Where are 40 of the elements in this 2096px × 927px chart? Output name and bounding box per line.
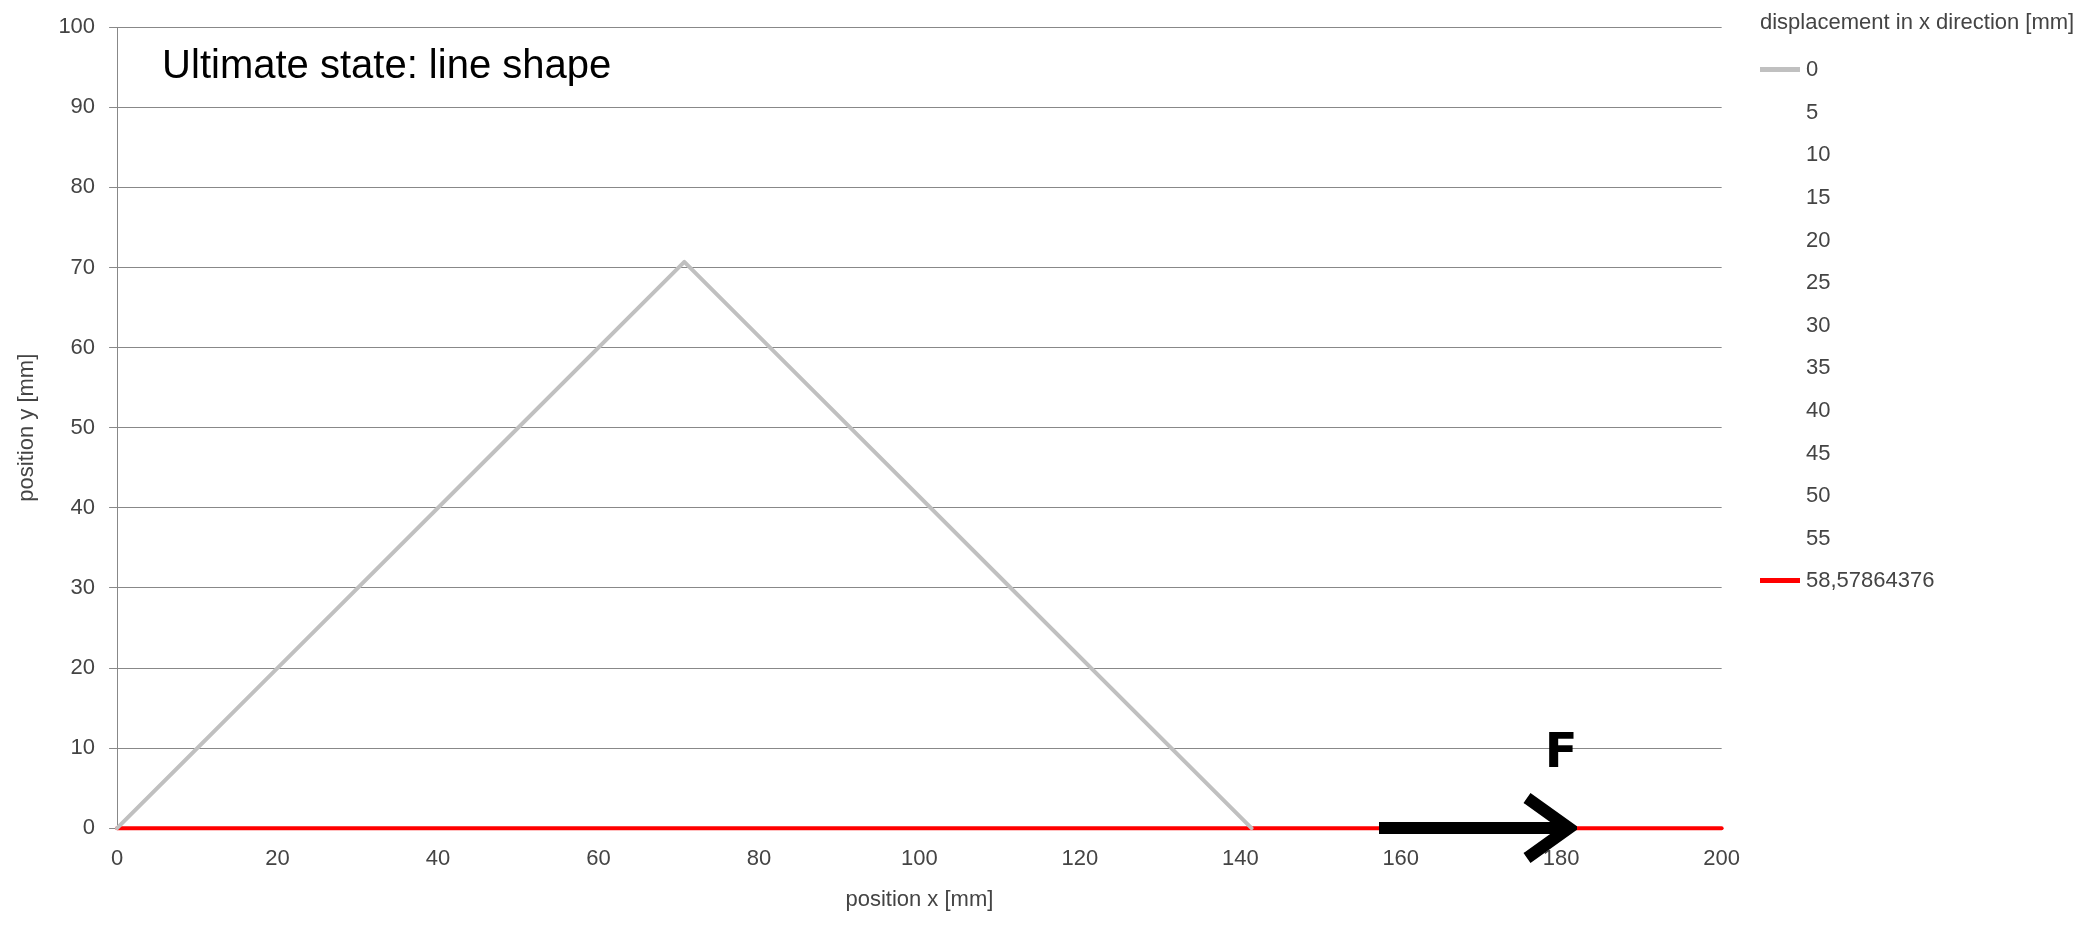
y-tick-label: 40	[70, 493, 96, 519]
text: 40	[1806, 397, 1831, 424]
text: 20	[1806, 226, 1831, 253]
y-tick-label: 20	[70, 654, 96, 680]
x-axis-title: position x [mm]	[845, 885, 994, 911]
text: 30	[1806, 311, 1831, 338]
x-tick-label: 40	[425, 845, 451, 871]
annotation: F	[1544, 721, 1578, 778]
y-tick-label: 80	[70, 173, 96, 199]
x-tick-label: 60	[586, 845, 611, 871]
x-tick-label: 80	[746, 845, 772, 871]
text: 15	[1806, 184, 1831, 211]
x-tick-label: 100	[901, 845, 938, 871]
x-tick-label: 200	[1703, 845, 1741, 871]
text: 50	[1806, 482, 1831, 509]
y-tick-label: 50	[70, 413, 96, 439]
y-axis-title: position y [mm]	[13, 353, 39, 502]
y-tick-label: 70	[70, 253, 96, 279]
text: 5	[1806, 98, 1819, 125]
x-tick-label: 160	[1382, 845, 1420, 871]
y-tick-label: 60	[70, 333, 96, 359]
legend-label: 58,57864376	[1806, 567, 1935, 594]
x-tick-label: 140	[1221, 845, 1259, 871]
y-tick-label: 0	[82, 814, 96, 840]
legend-label: 0	[1806, 56, 1819, 83]
y-tick-label: 90	[70, 93, 96, 119]
text: 35	[1806, 354, 1831, 381]
x-tick-label: 20	[265, 845, 290, 871]
text: 45	[1806, 439, 1831, 466]
y-tick-label: 10	[70, 734, 96, 760]
legend-title: displacement in x direction [mm]	[1760, 8, 2076, 36]
x-tick-label: 0	[110, 845, 124, 871]
y-tick-label: 30	[70, 573, 96, 599]
x-tick-label: 120	[1061, 845, 1099, 871]
text: 10	[1806, 141, 1831, 168]
text: 25	[1806, 269, 1831, 296]
x-tick-label: 180	[1542, 845, 1580, 871]
y-tick-label: 100	[58, 13, 96, 39]
chart-title: Ultimate state: line shape	[162, 42, 612, 87]
text: 55	[1806, 524, 1831, 551]
